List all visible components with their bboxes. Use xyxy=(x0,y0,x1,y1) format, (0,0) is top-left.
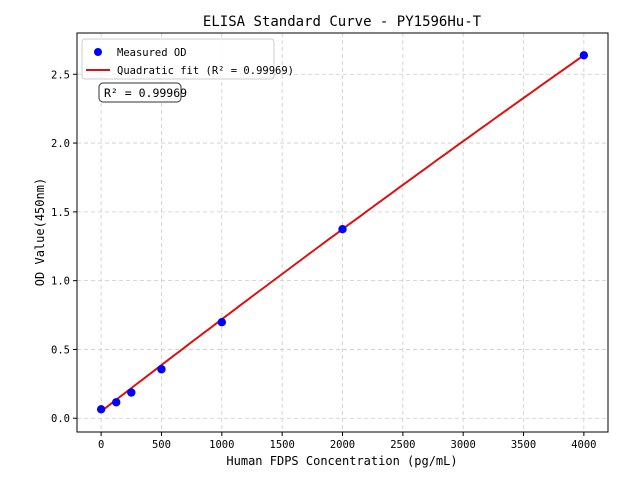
x-axis-label: Human FDPS Concentration (pg/mL) xyxy=(226,454,457,468)
r2-text: R² = 0.99969 xyxy=(104,86,187,100)
x-tick-label: 1000 xyxy=(209,439,234,451)
data-point xyxy=(579,51,589,60)
x-tick-label: 2000 xyxy=(330,439,355,451)
data-point xyxy=(217,318,227,327)
x-tick-label: 0 xyxy=(98,439,104,451)
y-tick-label: 2.0 xyxy=(51,138,70,150)
data-point xyxy=(127,388,136,397)
legend: Measured OD Quadratic fit (R² = 0.99969) xyxy=(81,38,294,80)
marks xyxy=(96,51,589,414)
legend-label-measured: Measured OD xyxy=(117,47,187,59)
legend-marker-measured xyxy=(94,48,102,56)
data-point xyxy=(338,224,347,234)
data-point xyxy=(112,398,121,407)
data-point xyxy=(157,365,166,374)
y-tick-label: 0.0 xyxy=(51,413,70,425)
ticks: 0 500 1000 1500 2000 2500 3000 3500 4000 0.0 0.5 1.… xyxy=(51,69,596,451)
x-tick-label: 4000 xyxy=(571,439,596,451)
y-tick-label: 0.5 xyxy=(51,344,70,356)
y-axis-label: OD Value(450nm) xyxy=(33,178,47,286)
y-tick-label: 1.5 xyxy=(51,207,70,219)
y-tick-label: 1.0 xyxy=(51,276,70,288)
legend-label-fit: Quadratic fit (R² = 0.99969) xyxy=(117,65,294,77)
x-tick-label: 3500 xyxy=(511,439,536,451)
chart-title: ELISA Standard Curve - PY1596Hu-T xyxy=(203,14,482,30)
x-tick-label: 2500 xyxy=(390,439,415,451)
x-tick-label: 500 xyxy=(152,439,171,451)
x-tick-label: 3000 xyxy=(451,439,476,451)
data-point xyxy=(96,405,106,414)
x-tick-label: 1500 xyxy=(270,439,295,451)
y-tick-label: 2.5 xyxy=(51,69,70,81)
r2-annotation: R² = 0.99969 xyxy=(98,82,187,103)
